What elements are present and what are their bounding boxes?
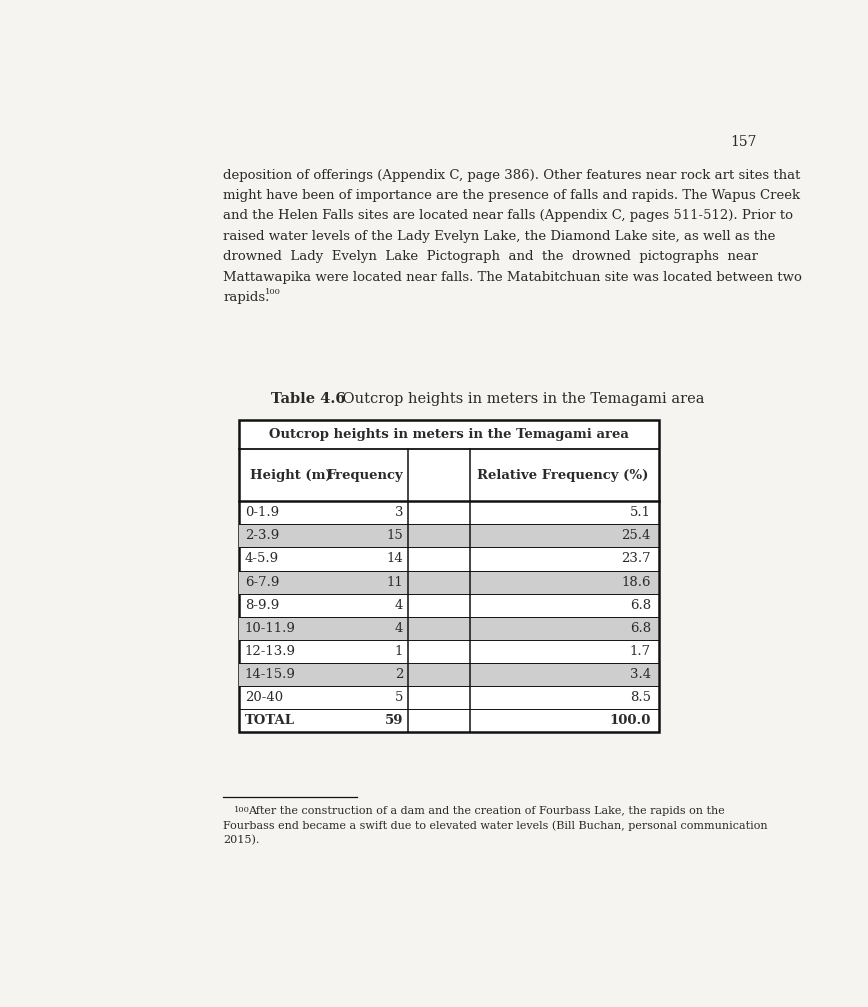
Text: 23.7: 23.7 <box>621 553 651 566</box>
Text: drowned  Lady  Evelyn  Lake  Pictograph  and  the  drowned  pictographs  near: drowned Lady Evelyn Lake Pictograph and … <box>223 250 759 263</box>
Text: After the construction of a dam and the creation of Fourbass Lake, the rapids on: After the construction of a dam and the … <box>248 807 725 816</box>
Bar <box>240 663 658 686</box>
Text: 8-9.9: 8-9.9 <box>245 599 279 611</box>
Text: and the Helen Falls sites are located near falls (Appendix C, pages 511-512). Pr: and the Helen Falls sites are located ne… <box>223 209 793 223</box>
Text: Outcrop heights in meters in the Temagami area: Outcrop heights in meters in the Temagam… <box>324 392 705 406</box>
Text: 4: 4 <box>395 599 403 611</box>
Text: 5.1: 5.1 <box>630 507 651 520</box>
Text: 1.7: 1.7 <box>630 644 651 658</box>
Text: raised water levels of the Lady Evelyn Lake, the Diamond Lake site, as well as t: raised water levels of the Lady Evelyn L… <box>223 230 776 243</box>
Text: 5: 5 <box>395 691 403 704</box>
Text: 10-11.9: 10-11.9 <box>245 621 296 634</box>
Text: 6.8: 6.8 <box>630 621 651 634</box>
Text: 1: 1 <box>395 644 403 658</box>
Text: Fourbass end became a swift due to elevated water levels (Bill Buchan, personal : Fourbass end became a swift due to eleva… <box>223 821 768 832</box>
Text: Height (m): Height (m) <box>250 468 332 481</box>
Text: Relative Frequency (%): Relative Frequency (%) <box>477 468 648 481</box>
Text: 11: 11 <box>386 576 403 588</box>
Text: rapids.: rapids. <box>223 291 270 304</box>
Text: 25.4: 25.4 <box>621 530 651 543</box>
Text: 6-7.9: 6-7.9 <box>245 576 279 588</box>
Text: 8.5: 8.5 <box>630 691 651 704</box>
Text: 2-3.9: 2-3.9 <box>245 530 279 543</box>
Text: 59: 59 <box>385 714 403 727</box>
Text: 100: 100 <box>234 807 250 814</box>
Text: 2015).: 2015). <box>223 836 260 846</box>
Text: Table 4.6: Table 4.6 <box>271 392 345 406</box>
Text: 15: 15 <box>386 530 403 543</box>
Text: 14-15.9: 14-15.9 <box>245 668 296 681</box>
Text: Frequency: Frequency <box>326 468 403 481</box>
Text: Mattawapika were located near falls. The Matabitchuan site was located between t: Mattawapika were located near falls. The… <box>223 271 802 284</box>
Text: deposition of offerings (Appendix C, page 386). Other features near rock art sit: deposition of offerings (Appendix C, pag… <box>223 168 800 181</box>
Text: 100.0: 100.0 <box>609 714 651 727</box>
Text: 14: 14 <box>386 553 403 566</box>
Text: 3: 3 <box>394 507 403 520</box>
Text: 20-40: 20-40 <box>245 691 283 704</box>
Text: TOTAL: TOTAL <box>245 714 295 727</box>
Text: 4-5.9: 4-5.9 <box>245 553 279 566</box>
Text: 4: 4 <box>395 621 403 634</box>
Text: Outcrop heights in meters in the Temagami area: Outcrop heights in meters in the Temagam… <box>269 428 628 441</box>
Text: might have been of importance are the presence of falls and rapids. The Wapus Cr: might have been of importance are the pr… <box>223 189 800 202</box>
Bar <box>240 525 658 548</box>
Text: 6.8: 6.8 <box>630 599 651 611</box>
Text: 157: 157 <box>731 135 757 149</box>
Text: 12-13.9: 12-13.9 <box>245 644 296 658</box>
Text: 2: 2 <box>395 668 403 681</box>
Bar <box>239 420 659 732</box>
Bar <box>240 616 658 639</box>
Text: 100: 100 <box>265 288 281 296</box>
Text: 0-1.9: 0-1.9 <box>245 507 279 520</box>
Text: 3.4: 3.4 <box>630 668 651 681</box>
Text: 18.6: 18.6 <box>621 576 651 588</box>
Bar <box>240 571 658 593</box>
